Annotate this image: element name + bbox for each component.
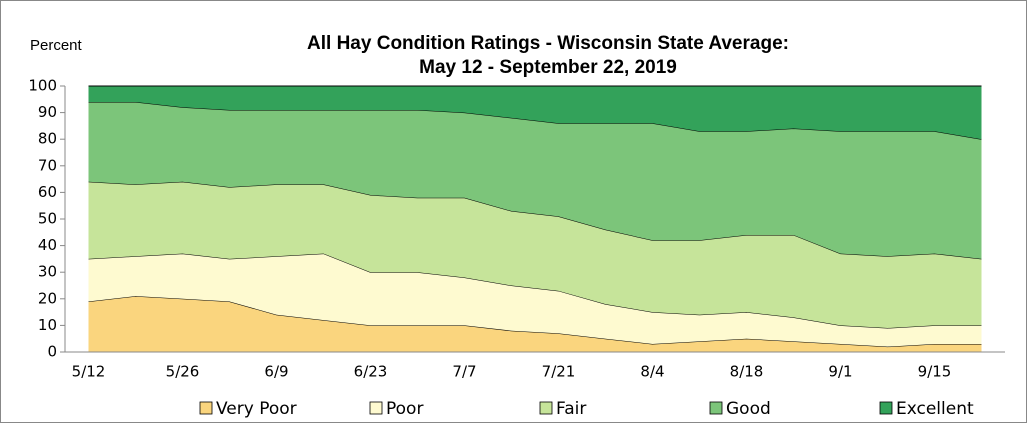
y-tick-label: 10 xyxy=(38,316,57,334)
y-tick-label: 50 xyxy=(38,210,57,228)
y-axis-label: Percent xyxy=(30,37,83,54)
y-tick-label: 100 xyxy=(28,77,57,95)
chart-subtitle: May 12 - September 22, 2019 xyxy=(419,57,677,78)
x-tick-label: 8/18 xyxy=(730,363,764,381)
y-tick-label: 70 xyxy=(38,156,57,174)
legend-swatch xyxy=(709,401,723,415)
legend-label: Good xyxy=(726,399,771,419)
legend-label: Fair xyxy=(556,399,586,419)
legend-swatch xyxy=(879,401,893,415)
legend-label: Very Poor xyxy=(216,399,297,419)
y-tick-label: 40 xyxy=(38,236,57,254)
y-tick-label: 20 xyxy=(38,289,57,307)
x-tick-label: 7/7 xyxy=(452,363,476,381)
legend-swatch xyxy=(539,401,553,415)
x-tick-label: 8/4 xyxy=(640,363,664,381)
legend-label: Poor xyxy=(386,399,423,419)
x-tick-label: 5/12 xyxy=(72,363,106,381)
legend-swatch xyxy=(199,401,213,415)
x-tick-label: 9/1 xyxy=(828,363,852,381)
legend-label: Excellent xyxy=(896,399,974,419)
x-tick-label: 7/21 xyxy=(542,363,576,381)
y-tick-label: 80 xyxy=(38,130,57,148)
y-tick-label: 60 xyxy=(38,183,57,201)
area xyxy=(88,296,982,352)
area xyxy=(88,253,982,347)
chart-title: All Hay Condition Ratings - Wisconsin St… xyxy=(307,33,789,54)
x-tick-label: 9/15 xyxy=(918,363,952,381)
y-tick-label: 30 xyxy=(38,263,57,281)
y-tick-label: 0 xyxy=(47,343,57,361)
area xyxy=(88,86,982,140)
area xyxy=(88,101,982,259)
legend-swatch xyxy=(369,401,383,415)
area xyxy=(88,181,982,329)
x-tick-label: 6/9 xyxy=(264,363,288,381)
x-tick-label: 6/23 xyxy=(354,363,388,381)
y-tick-label: 90 xyxy=(38,103,57,121)
x-tick-label: 5/26 xyxy=(166,363,200,381)
